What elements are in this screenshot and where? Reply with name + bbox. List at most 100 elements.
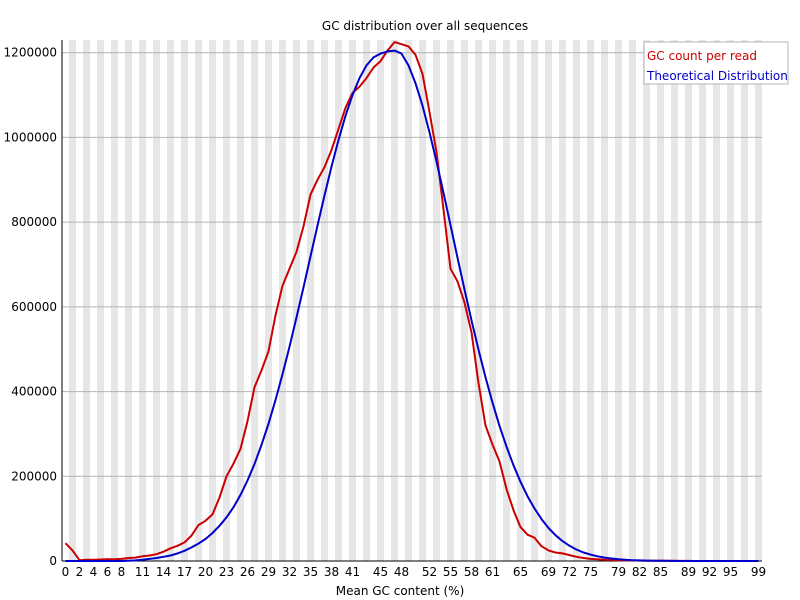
legend: GC count per read Theoretical Distributio… <box>643 41 789 85</box>
x-tick-label: 58 <box>464 565 479 579</box>
x-tick-label: 11 <box>135 565 150 579</box>
chart-title: GC distribution over all sequences <box>322 19 528 33</box>
grid-band <box>279 40 286 561</box>
grid-band <box>727 40 734 561</box>
grid-band <box>391 40 398 561</box>
grid-band <box>125 40 132 561</box>
x-tick-label: 72 <box>562 565 577 579</box>
x-tick-label: 79 <box>611 565 626 579</box>
y-tick-label: 1200000 <box>4 46 57 60</box>
grid-band <box>475 40 482 561</box>
grid-band <box>293 40 300 561</box>
y-tick-label: 1000000 <box>4 130 57 144</box>
legend-entry: GC count per read <box>647 49 757 63</box>
x-tick-label: 89 <box>681 565 696 579</box>
x-tick-label: 75 <box>583 565 598 579</box>
grid-band <box>559 40 566 561</box>
grid-band <box>209 40 216 561</box>
y-tick-label: 600000 <box>11 300 57 314</box>
x-tick-label: 52 <box>422 565 437 579</box>
grid-band <box>265 40 272 561</box>
x-tick-label: 0 <box>62 565 70 579</box>
x-tick-label: 65 <box>513 565 528 579</box>
x-tick-label: 32 <box>282 565 297 579</box>
grid-band <box>405 40 412 561</box>
grid-band <box>321 40 328 561</box>
y-tick-label: 400000 <box>11 385 57 399</box>
x-axis-label: Mean GC content (%) <box>336 584 465 598</box>
x-tick-label: 99 <box>751 565 766 579</box>
grid-band <box>545 40 552 561</box>
grid-band <box>377 40 384 561</box>
grid-band <box>83 40 90 561</box>
grid-band <box>237 40 244 561</box>
x-tick-label: 69 <box>541 565 556 579</box>
grid-band <box>335 40 342 561</box>
background-bands <box>69 40 762 561</box>
series-lines <box>64 41 759 562</box>
grid-band <box>363 40 370 561</box>
grid-band <box>433 40 440 561</box>
y-tick-label: 0 <box>49 554 57 568</box>
grid-band <box>587 40 594 561</box>
grid-band <box>181 40 188 561</box>
grid-band <box>139 40 146 561</box>
grid-band <box>629 40 636 561</box>
x-tick-label: 4 <box>90 565 98 579</box>
grid-band <box>601 40 608 561</box>
x-tick-label: 20 <box>198 565 213 579</box>
x-tick-label: 35 <box>303 565 318 579</box>
grid-band <box>419 40 426 561</box>
grid-band <box>657 40 664 561</box>
x-tick-label: 55 <box>443 565 458 579</box>
x-tick-label: 14 <box>156 565 171 579</box>
theoretical-distribution-line <box>65 49 759 562</box>
x-tick-label: 82 <box>632 565 647 579</box>
x-tick-label: 45 <box>373 565 388 579</box>
grid-band <box>489 40 496 561</box>
x-tick-label: 23 <box>219 565 234 579</box>
x-tick-label: 8 <box>118 565 126 579</box>
grid-band <box>195 40 202 561</box>
grid-band <box>699 40 706 561</box>
grid-band <box>251 40 258 561</box>
x-tick-label: 38 <box>324 565 339 579</box>
x-tick-label: 92 <box>702 565 717 579</box>
y-axis-ticks: 0 200000 400000 600000 800000 1000000 1200000 <box>4 46 57 568</box>
x-tick-label: 26 <box>240 565 255 579</box>
x-tick-label: 61 <box>485 565 500 579</box>
grid-band <box>167 40 174 561</box>
grid-band <box>615 40 622 561</box>
grid-band <box>153 40 160 561</box>
grid-band <box>713 40 720 561</box>
grid-band <box>685 40 692 561</box>
y-tick-label: 200000 <box>11 469 57 483</box>
grid-band <box>671 40 678 561</box>
x-tick-label: 29 <box>261 565 276 579</box>
grid-band <box>517 40 524 561</box>
legend-box <box>643 41 789 85</box>
grid-band <box>643 40 650 561</box>
grid-band <box>741 40 748 561</box>
grid-band <box>223 40 230 561</box>
x-tick-label: 2 <box>76 565 84 579</box>
grid-band <box>69 40 76 561</box>
grid-band <box>111 40 118 561</box>
grid-band <box>573 40 580 561</box>
grid-band <box>531 40 538 561</box>
y-tick-label: 800000 <box>11 215 57 229</box>
x-tick-label: 17 <box>177 565 192 579</box>
grid-band <box>349 40 356 561</box>
grid-band <box>503 40 510 561</box>
x-tick-label: 41 <box>345 565 360 579</box>
legend-entry: Theoretical Distribution <box>646 69 788 83</box>
grid-band <box>307 40 314 561</box>
x-tick-label: 6 <box>104 565 112 579</box>
x-axis-ticks: 0 2 4 6 8 11 14 17 20 23 26 29 32 35 38 41 45 48 52 55 58 61 6… <box>62 565 766 579</box>
x-tick-label: 85 <box>653 565 668 579</box>
grid-band <box>755 40 762 561</box>
grid-band <box>447 40 454 561</box>
x-tick-label: 95 <box>723 565 738 579</box>
